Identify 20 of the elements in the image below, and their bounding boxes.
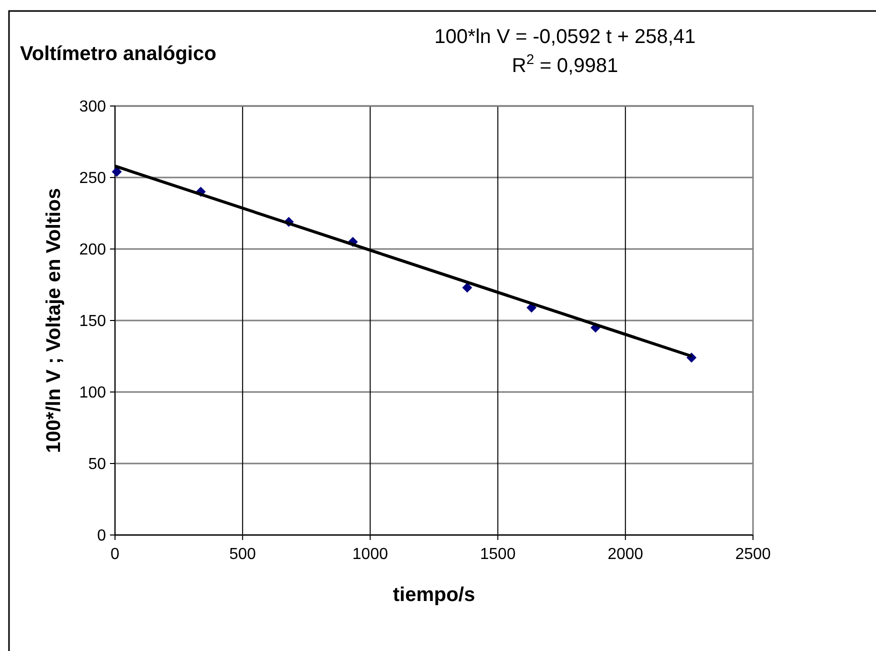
y-tick-label: 300 bbox=[79, 98, 106, 116]
y-tick-label: 100 bbox=[79, 384, 106, 402]
chart-title: Voltímetro analógico bbox=[20, 43, 216, 65]
y-tick-label: 150 bbox=[79, 313, 106, 330]
y-tick-label: 50 bbox=[88, 456, 106, 474]
y-tick-label: 0 bbox=[97, 528, 106, 545]
x-tick-label: 0 bbox=[110, 546, 120, 563]
x-tick-label: 1500 bbox=[480, 546, 516, 563]
text: R$^{2}$ = 0,9981 bbox=[512, 51, 618, 77]
x-axis-title: tiempo/s bbox=[392, 584, 476, 606]
y-tick-label: 200 bbox=[79, 242, 106, 259]
y-axis-title: 100*/ln V ; Voltaje en Voltios bbox=[43, 188, 65, 453]
x-tick-label: 1000 bbox=[352, 546, 388, 563]
x-tick-label: 2000 bbox=[608, 546, 644, 563]
x-tick-label: 500 bbox=[229, 546, 256, 563]
y-tick-label: 250 bbox=[79, 170, 106, 188]
text: 100*ln V = -0,0592 t + 258,41 bbox=[434, 26, 696, 48]
x-tick-label: 2500 bbox=[735, 546, 771, 563]
point bbox=[462, 282, 472, 293]
point bbox=[112, 166, 122, 177]
